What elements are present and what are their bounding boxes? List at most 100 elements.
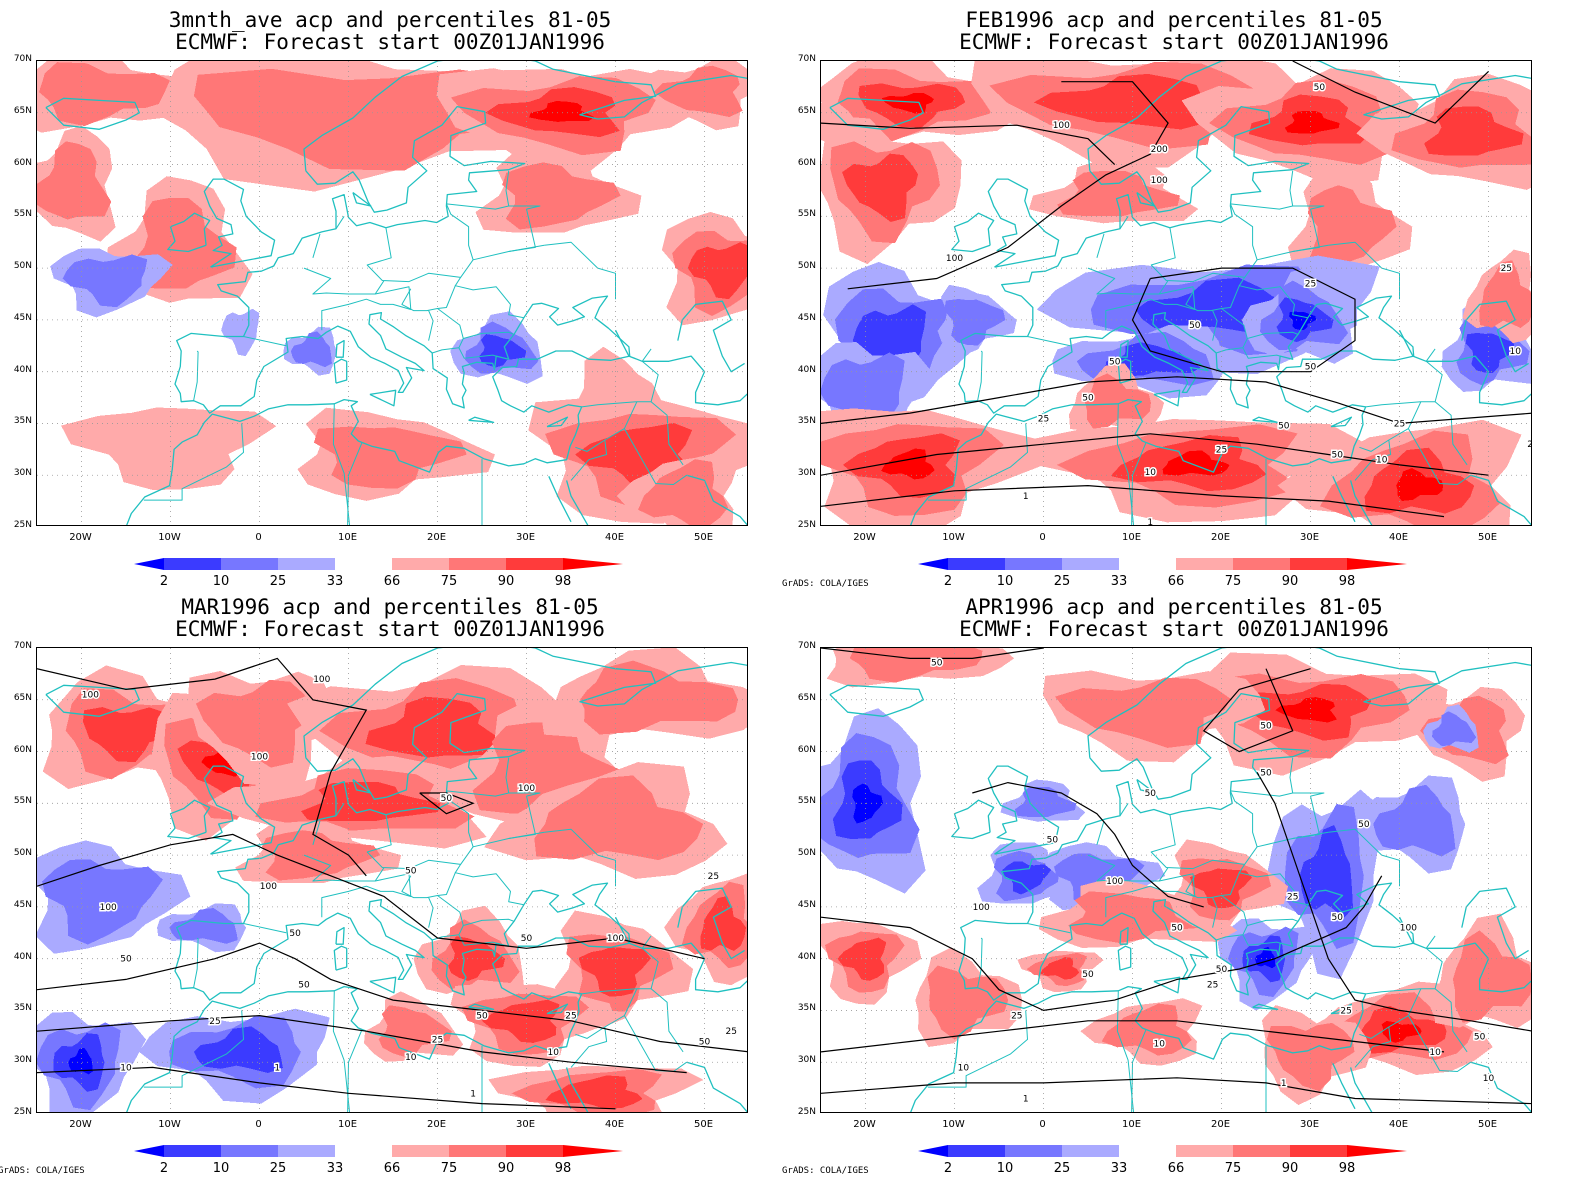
percentile-area	[1068, 891, 1215, 943]
colorbar-segment	[1233, 1145, 1290, 1157]
contour-label: 1	[1023, 492, 1029, 502]
colorbar-label: 98	[554, 1161, 572, 1176]
colorbar-label: 10	[212, 574, 230, 589]
colorbar-label: 75	[1224, 1161, 1242, 1176]
map-canvas: 100 100 100 100 100 100 50 50 50 50 50 50 50 25 25 25 25…	[37, 648, 747, 1112]
colorbar-segment	[1119, 1145, 1176, 1157]
grads-credit: GrADS: COLA/IGES	[782, 579, 869, 589]
colorbar-label: 90	[497, 1161, 515, 1176]
lat-label: 55N	[797, 209, 816, 220]
colorbar-segment	[1290, 558, 1347, 570]
contour-label: 50	[1474, 1032, 1486, 1042]
lon-label: 10W	[158, 1119, 181, 1130]
lat-label: 30N	[13, 1055, 32, 1066]
lat-label: 30N	[797, 468, 816, 479]
contour-label: 10	[958, 1063, 970, 1073]
percentile-area	[261, 830, 381, 881]
colorbar-segment	[1347, 1145, 1407, 1157]
contour-label: 10	[1153, 1040, 1165, 1050]
graticule	[821, 61, 1531, 525]
lat-label: 60N	[13, 744, 32, 755]
contour-label: 50	[1260, 768, 1272, 778]
contour-label: 10	[547, 1048, 559, 1058]
lat-label: 35N	[13, 1003, 32, 1014]
contour-line	[821, 484, 1445, 518]
percentile-area	[1479, 260, 1531, 328]
contour-label: 50	[1145, 789, 1157, 799]
lat-label: 45N	[797, 312, 816, 323]
colorbar-segment	[335, 1145, 392, 1157]
contour-label: 100	[1106, 877, 1123, 887]
graticule	[821, 648, 1531, 1112]
lon-label: 10E	[1121, 532, 1142, 543]
percentile-area	[849, 648, 983, 683]
lon-label: 0	[1039, 1119, 1046, 1130]
map-panel: MAR1996 acp and percentiles 81-05 ECMWF: …	[0, 587, 780, 1177]
lat-label: 65N	[797, 692, 816, 703]
lon-label: 50E	[693, 532, 714, 543]
lat-label: 45N	[13, 312, 32, 323]
percentile-area	[1432, 711, 1477, 746]
contour-label: 25	[1305, 280, 1316, 290]
map-panel: APR1996 acp and percentiles 81-05 ECMWF: …	[782, 587, 1564, 1177]
lon-label: 30E	[515, 532, 536, 543]
contour-label: 50	[931, 658, 943, 668]
colorbar-label: 66	[383, 1161, 401, 1176]
colorbar-segment	[1290, 1145, 1347, 1157]
contour-label: 50	[120, 955, 132, 965]
contour-label: 100	[973, 903, 990, 913]
colorbar-label: 90	[1281, 574, 1299, 589]
lat-label: 30N	[13, 468, 32, 479]
contour-label: 50	[1331, 913, 1343, 923]
colorbar-label: 33	[326, 1161, 344, 1176]
colorbar-label: 2	[159, 574, 169, 589]
percentile-area	[502, 162, 621, 230]
country-borders	[143, 170, 687, 525]
contour-label: 50	[405, 867, 417, 877]
lon-label: 20E	[1210, 532, 1231, 543]
grads-credit: GrADS: COLA/IGES	[782, 1166, 869, 1176]
contour-label: 50	[1109, 357, 1121, 367]
colorbar-label: 25	[1053, 574, 1071, 589]
lat-label: 55N	[797, 796, 816, 807]
colorbar-label: 2	[159, 1161, 169, 1176]
lat-label: 25N	[13, 520, 32, 530]
colorbar-segment	[335, 558, 392, 570]
contour-line	[37, 833, 705, 960]
lat-label: 30N	[797, 1055, 816, 1066]
contour-label: 100	[100, 903, 117, 913]
lon-label: 20W	[69, 1119, 92, 1130]
lat-label: 65N	[797, 105, 816, 116]
contour-label: 50	[298, 981, 310, 991]
colorbar-label: 33	[1110, 1161, 1128, 1176]
contour-label: 100	[607, 934, 624, 944]
percentile-area	[1275, 697, 1337, 723]
contour-label: 25	[1527, 440, 1532, 450]
contour-line	[821, 1077, 1531, 1105]
contour-label: 25	[1501, 264, 1512, 274]
lon-label: 0	[1039, 532, 1046, 543]
contour-label: 1	[470, 1089, 476, 1099]
percentile-area	[290, 331, 332, 368]
colorbar-label: 75	[1224, 574, 1242, 589]
percentile-area	[1373, 784, 1456, 857]
lat-label: 60N	[797, 744, 816, 755]
colorbar-label: 90	[1281, 1161, 1299, 1176]
colorbar-label: 10	[996, 1161, 1014, 1176]
percentile-area	[653, 65, 743, 118]
lat-label: 50N	[797, 261, 816, 272]
contour-label: 25	[1011, 1012, 1022, 1022]
colorbar-segment	[449, 558, 506, 570]
colorbar-segment	[918, 1145, 948, 1157]
percentile-area	[1465, 332, 1516, 374]
colorbar-label: 98	[554, 574, 572, 589]
lat-label: 50N	[13, 261, 32, 272]
map-area: 100 100 100 100 100 100 50 50 50 50 50 50 50 25 25 25 25…	[36, 647, 748, 1113]
contour-label: 100	[518, 784, 535, 794]
colorbar-segment	[918, 558, 948, 570]
contour-label: 1	[274, 1063, 280, 1073]
lat-label: 45N	[797, 899, 816, 910]
lon-label: 10E	[1121, 1119, 1142, 1130]
percentile-area	[927, 965, 1009, 1040]
colorbar-label: 33	[1110, 574, 1128, 589]
